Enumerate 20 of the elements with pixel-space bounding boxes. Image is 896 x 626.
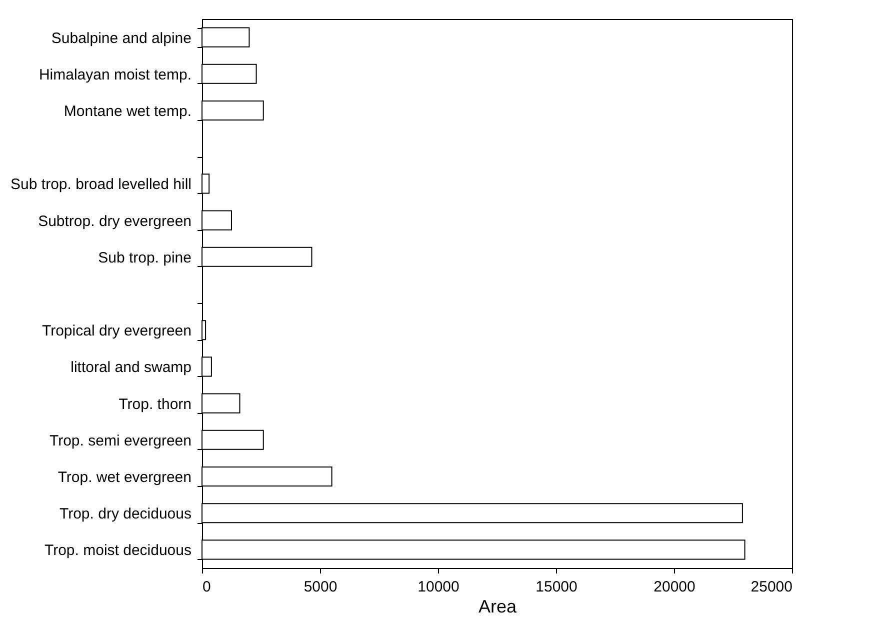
x-tick-label: 5000 (304, 578, 338, 596)
y-tick-label: Subalpine and alpine (51, 30, 192, 47)
y-tick-label: Trop. wet evergreen (58, 469, 192, 486)
y-tick-label: Sub trop. pine (98, 249, 192, 266)
x-tick-label: 10000 (418, 578, 460, 596)
y-tick-label: Trop. moist deciduous (44, 542, 192, 560)
y-tick-label: Subtrop. dry evergreen (38, 212, 192, 230)
x-axis-title: Area (478, 596, 518, 616)
x-tick-label: 0 (202, 578, 211, 596)
y-tick-label: littoral and swamp (70, 359, 192, 376)
y-tick-label: Tropical dry evergreen (42, 322, 192, 340)
x-tick-label: 20000 (654, 578, 696, 596)
y-tick-label: Trop. semi evergreen (49, 432, 192, 450)
x-tick-label: 25000 (750, 578, 792, 596)
y-tick-label: Himalayan moist temp. (38, 66, 192, 84)
y-tick-label: Sub trop. broad levelled hill (10, 176, 192, 194)
y-tick-label: Trop. dry deciduous (59, 506, 192, 523)
x-tick-label: 15000 (536, 578, 578, 596)
y-tick-label: Trop. thorn (118, 396, 192, 413)
y-tick-label: Montane wet temp. (64, 103, 192, 120)
